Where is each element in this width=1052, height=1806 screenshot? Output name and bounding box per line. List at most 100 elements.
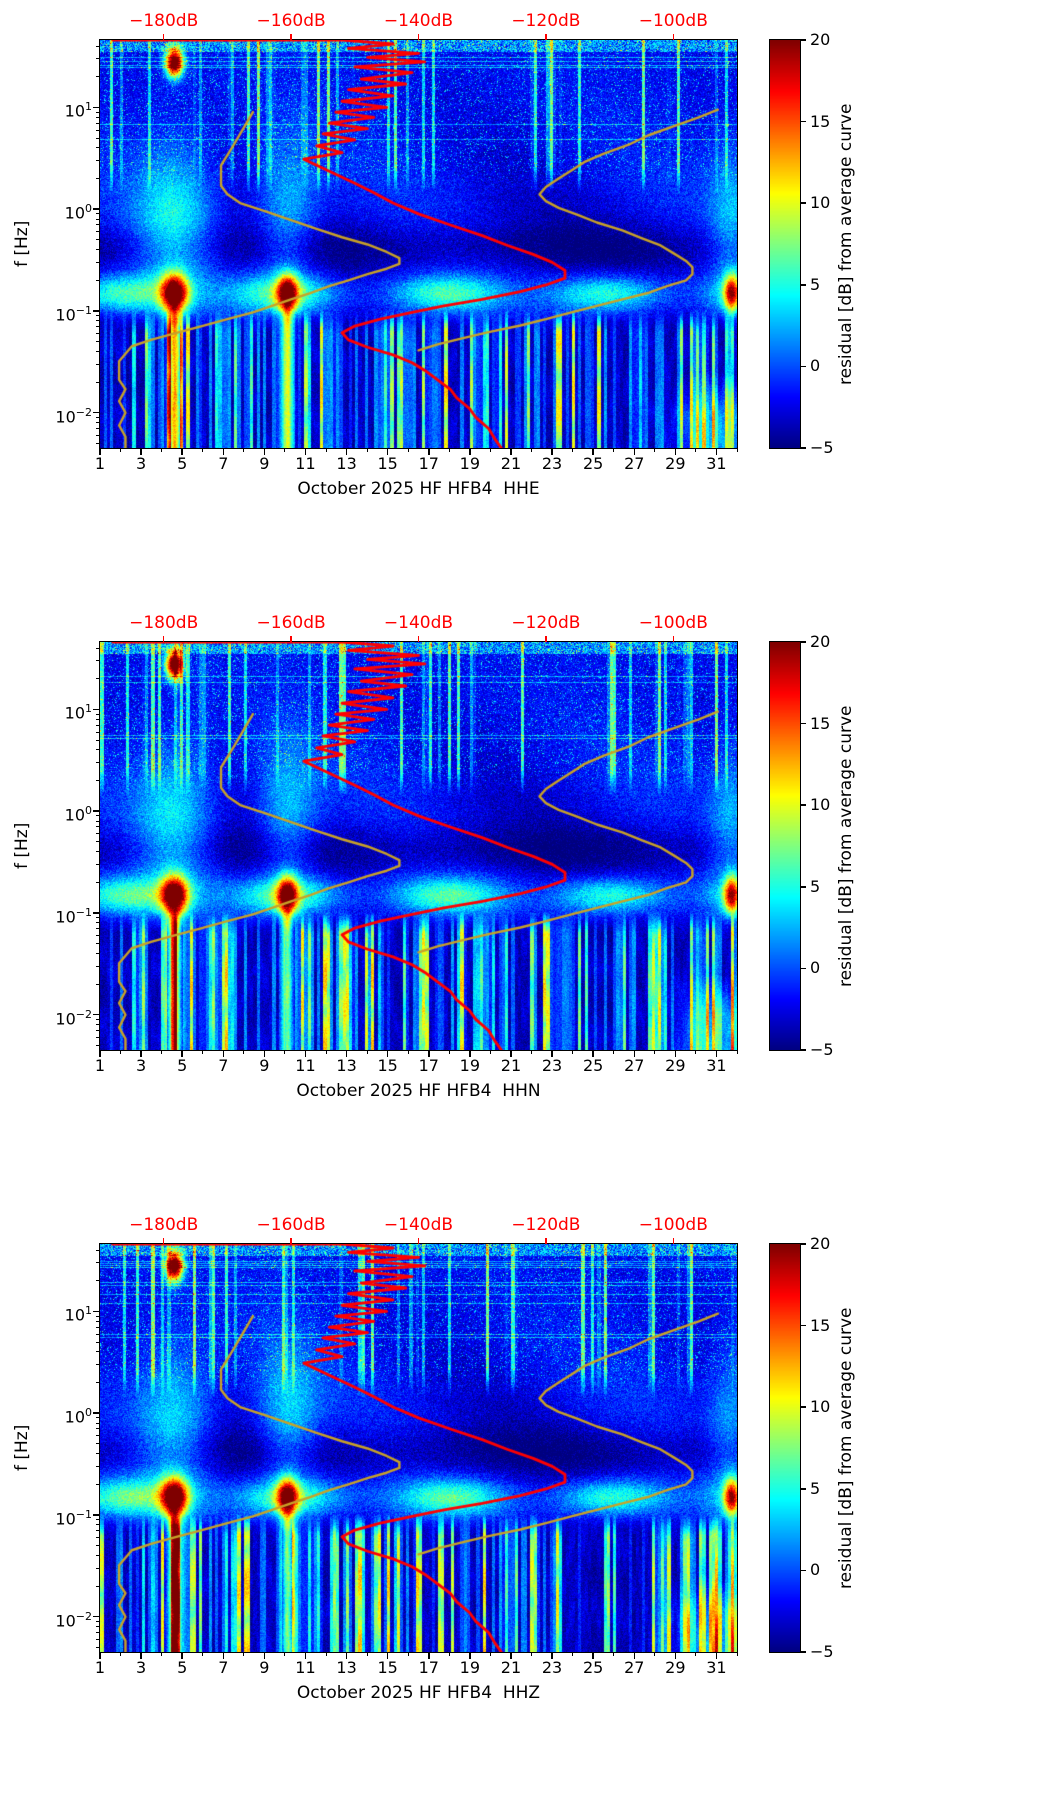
x-tick-mark [592,1050,594,1057]
top-db-label: −120dB [511,613,581,633]
y-minor-tick-mark [96,660,100,662]
colorbar-tick-label: 20 [810,30,831,49]
top-db-tick-mark [545,636,547,642]
x-tick-label: 17 [418,1056,439,1075]
x-tick-mark [674,1050,677,1057]
x-minor-tick-mark [325,448,327,452]
colorbar-tick-label: 0 [810,1560,821,1580]
x-tick-label: 11 [295,1056,316,1075]
top-db-label: −140dB [383,1215,454,1235]
colorbar-tick-mark [800,1406,806,1408]
y-minor-tick-mark [96,178,100,180]
y-minor-tick-mark [96,442,100,444]
x-tick-label: 9 [259,454,270,473]
x-minor-tick-mark [489,1050,491,1054]
colorbar-tick-label: 0 [810,356,821,376]
x-tick-label: 3 [136,454,147,473]
x-minor-tick-mark [284,448,286,452]
y-minor-tick-mark [96,160,100,162]
x-tick-label: 13 [336,1658,357,1677]
y-tick-label: 10−2 [55,1007,92,1029]
x-minor-tick-mark [366,448,368,452]
x-tick-mark [386,1050,389,1057]
x-tick-mark [99,448,101,455]
x-tick-mark [592,1652,594,1659]
x-tick-mark [263,448,266,455]
x-minor-tick-mark [325,1652,327,1656]
x-minor-tick-mark [284,1652,286,1656]
x-minor-tick-mark [613,448,615,452]
y-tick-label: 101 [64,1304,92,1325]
y-minor-tick-mark [96,422,100,424]
top-db-label: −100dB [638,11,708,31]
top-db-tick-mark [417,636,420,642]
x-minor-tick-mark [284,1050,286,1054]
x-axis-label: October 2025 HF HFB4 HHZ [296,1683,541,1703]
y-minor-tick-mark [96,315,100,317]
y-axis-label: f [Hz] [12,822,32,870]
x-minor-tick-mark [120,1652,122,1656]
x-tick-label: 5 [177,1056,188,1075]
y-axis-label: f [Hz] [12,220,32,268]
top-db-label: −180dB [129,11,199,31]
x-tick-mark [551,1050,553,1057]
x-axis-label: October 2025 HF HFB4 HHN [296,1081,541,1101]
y-minor-tick-mark [96,731,100,733]
y-minor-tick-mark [96,1320,100,1322]
x-minor-tick-mark [613,1652,615,1656]
y-minor-tick-mark [96,820,100,822]
y-minor-tick-mark [96,718,100,720]
top-db-label: −160dB [256,1215,326,1235]
top-db-tick-mark [290,34,292,40]
colorbar-tick-mark [800,641,806,643]
x-minor-tick-mark [161,1050,163,1054]
x-tick-label: 25 [582,454,604,473]
x-minor-tick-mark [654,1050,656,1054]
spectrogram-canvas-hhe [100,40,737,448]
x-tick-label: 21 [500,454,522,473]
colorbar-tick-mark [800,120,806,123]
y-minor-tick-mark [96,815,100,817]
colorbar-tick-label: 20 [810,1234,831,1253]
x-tick-mark [99,1050,101,1057]
colorbar-tick-mark [800,722,806,725]
y-minor-tick-mark [96,434,100,436]
y-minor-tick-mark [96,881,100,883]
y-minor-tick-mark [96,928,100,930]
x-tick-mark [263,1652,266,1659]
y-axis-label: f [Hz] [12,1424,32,1472]
x-tick-mark [99,1652,101,1659]
x-minor-tick-mark [243,1050,245,1054]
x-minor-tick-mark [695,448,697,452]
y-minor-tick-mark [96,147,100,149]
top-db-label: −120dB [511,11,581,31]
y-tick-mark [93,810,100,812]
y-minor-tick-mark [96,45,100,47]
colorbar-tick-label: 0 [810,958,821,978]
x-tick-label: 7 [218,1658,229,1677]
y-minor-tick-mark [96,1585,100,1587]
y-minor-tick-mark [96,341,100,343]
x-minor-tick-mark [613,1050,615,1054]
x-minor-tick-mark [448,1050,450,1054]
y-minor-tick-mark [96,1024,100,1026]
x-tick-label: 19 [459,454,481,473]
colorbar-tick-mark [800,1651,806,1653]
y-tick-label: 101 [64,702,92,723]
y-tick-mark [93,208,100,210]
x-tick-label: 25 [582,1658,604,1677]
x-tick-mark [345,1652,348,1659]
y-minor-tick-mark [96,917,100,919]
x-tick-mark [304,448,307,455]
y-minor-tick-mark [96,1524,100,1526]
x-tick-label: 7 [218,454,229,473]
y-tick-mark [93,106,100,109]
y-minor-tick-mark [96,1638,100,1640]
top-db-label: −160dB [256,11,326,31]
x-tick-label: 29 [665,1056,686,1075]
x-minor-tick-mark [120,1050,122,1054]
x-minor-tick-mark [325,1050,327,1054]
x-minor-tick-mark [448,1652,450,1656]
y-tick-mark [93,912,100,914]
x-tick-label: 1 [94,1056,106,1075]
